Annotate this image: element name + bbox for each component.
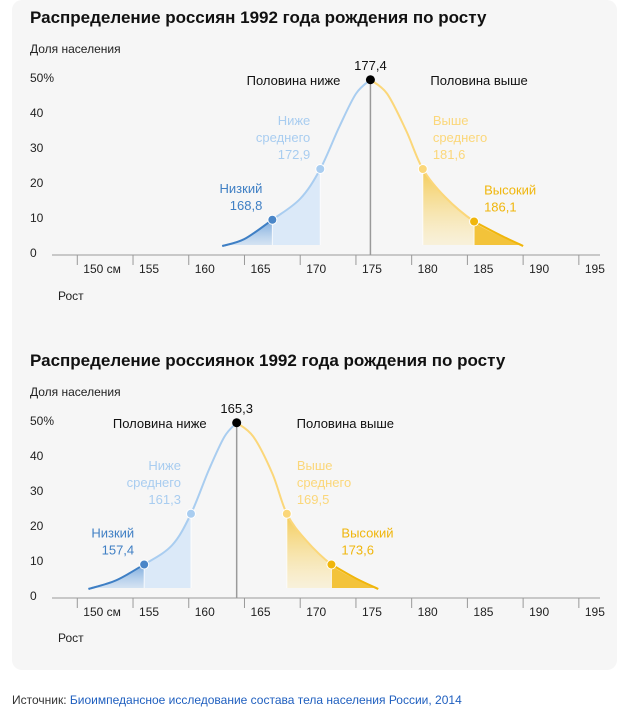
marker-value: 186,1 (484, 200, 517, 215)
right-half-label: Половина выше (297, 416, 394, 431)
marker-name: Выше (433, 113, 469, 128)
y-axis-label: Доля населения (30, 385, 121, 399)
x-tick-label: 155 (139, 605, 159, 619)
peak-point (232, 418, 242, 428)
area-low (88, 564, 145, 589)
marker-point (185, 508, 196, 519)
marker-name: Низкий (91, 526, 134, 541)
chart-title: Распределение россиянок 1992 года рожден… (30, 351, 506, 370)
marker-point (281, 508, 292, 519)
marker-name: Низкий (220, 181, 263, 196)
marker-point (315, 164, 326, 174)
y-tick-label: 20 (30, 519, 44, 533)
x-tick-label: 165 (250, 262, 270, 276)
x-tick-label: 160 (195, 605, 215, 619)
x-tick-label: 150 см (83, 262, 121, 276)
right-half-label: Половина выше (430, 73, 527, 88)
x-tick-label: 195 (585, 605, 605, 619)
y-tick-label: 10 (30, 554, 44, 568)
source-link[interactable]: Биоимпедансное исследование состава тела… (69, 693, 462, 707)
peak-point (365, 75, 375, 85)
marker-name: среднего (297, 475, 351, 490)
source-label: Источник: (12, 693, 67, 707)
marker-name: Высокий (341, 526, 393, 541)
marker-name: Ниже (278, 113, 311, 128)
peak-label: 177,4 (354, 58, 387, 73)
marker-value: 172,9 (278, 147, 311, 162)
area-high (331, 564, 379, 589)
chart-women: Распределение россиянок 1992 года рожден… (30, 351, 605, 645)
marker-name: Высокий (484, 183, 536, 198)
peak-label: 165,3 (220, 401, 253, 416)
y-tick-label: 0 (30, 246, 37, 260)
x-tick-label: 185 (473, 605, 493, 619)
x-tick-label: 175 (362, 605, 382, 619)
source-note: Источник: Биоимпедансное исследование со… (12, 693, 462, 707)
marker-point (139, 559, 150, 570)
marker-value: 157,4 (102, 543, 135, 558)
area-above-average (286, 513, 332, 588)
y-tick-label: 30 (30, 484, 44, 498)
marker-value: 161,3 (148, 492, 181, 507)
marker-point (417, 164, 428, 174)
series-line-high (330, 563, 379, 590)
marker-value: 168,8 (230, 198, 263, 213)
marker-name: среднего (256, 130, 310, 145)
marker-name: Ниже (148, 458, 181, 473)
marker-value: 181,6 (433, 147, 466, 162)
x-tick-label: 190 (529, 262, 549, 276)
x-tick-label: 155 (139, 262, 159, 276)
y-tick-label: 40 (30, 106, 44, 120)
y-tick-label: 20 (30, 176, 44, 190)
y-tick-label: 0 (30, 589, 37, 603)
left-half-label: Половина ниже (247, 73, 341, 88)
x-tick-label: 180 (418, 605, 438, 619)
x-tick-label: 160 (195, 262, 215, 276)
area-high (474, 221, 524, 246)
y-tick-label: 40 (30, 449, 44, 463)
x-tick-label: 170 (306, 262, 326, 276)
x-tick-label: 190 (529, 605, 549, 619)
marker-name: среднего (127, 475, 181, 490)
x-tick-label: 175 (362, 262, 382, 276)
marker-value: 169,5 (297, 492, 330, 507)
area-below-average (144, 513, 191, 588)
marker-point (267, 214, 278, 225)
x-tick-label: 170 (306, 605, 326, 619)
marker-name: Выше (297, 458, 333, 473)
area-below-average (272, 169, 321, 245)
chart-men: Распределение россиян 1992 года рождения… (30, 8, 605, 303)
x-tick-label: 180 (418, 262, 438, 276)
series-line-high (473, 220, 524, 247)
left-half-label: Половина ниже (113, 416, 207, 431)
marker-value: 173,6 (341, 543, 374, 558)
area-low (222, 219, 273, 246)
y-tick-label: 10 (30, 211, 44, 225)
y-tick-label: 50% (30, 71, 54, 85)
x-tick-label: 165 (250, 605, 270, 619)
marker-name: среднего (433, 130, 487, 145)
y-tick-label: 50% (30, 414, 54, 428)
x-tick-label: 150 см (83, 605, 121, 619)
marker-point (469, 216, 480, 227)
y-tick-label: 30 (30, 141, 44, 155)
x-axis-label: Рост (58, 631, 84, 645)
x-tick-label: 195 (585, 262, 605, 276)
marker-point (326, 559, 337, 570)
y-axis-label: Доля населения (30, 42, 121, 56)
x-axis-label: Рост (58, 289, 84, 303)
chart-title: Распределение россиян 1992 года рождения… (30, 8, 487, 27)
x-tick-label: 185 (473, 262, 493, 276)
